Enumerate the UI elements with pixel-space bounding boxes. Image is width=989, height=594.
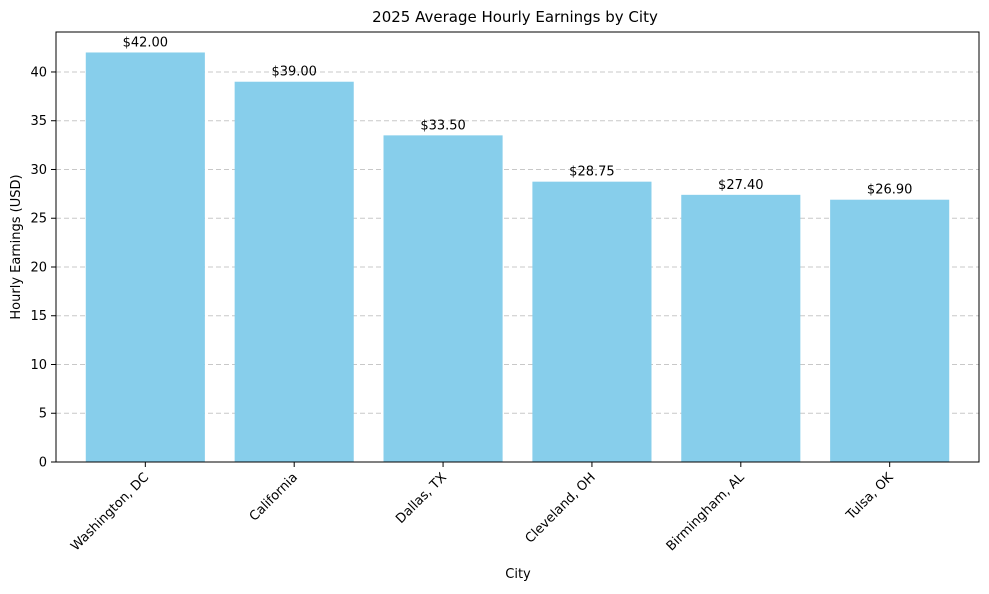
bar-value-label: $27.40	[718, 178, 764, 193]
axes	[55, 31, 980, 463]
y-axis-label: Hourly Earnings (USD)	[9, 174, 24, 319]
data-labels: $42.00 $39.00 $33.50 $28.75 $27.40 $26.90	[123, 35, 913, 197]
bar-value-label: $33.50	[420, 118, 466, 133]
bar	[681, 194, 801, 462]
y-tick-label: 20	[30, 260, 47, 275]
y-tick-label: 30	[30, 163, 47, 178]
y-tick-label: 40	[30, 65, 47, 80]
y-tick-label: 10	[30, 358, 47, 373]
x-tick-label: Dallas, TX	[393, 470, 450, 527]
chart-title: 2025 Average Hourly Earnings by City	[372, 8, 658, 26]
bar	[234, 81, 354, 462]
x-tick-label: Washington, DC	[68, 470, 152, 554]
bar-value-label: $39.00	[271, 65, 317, 80]
y-tick-label: 25	[30, 212, 47, 227]
bar	[383, 135, 503, 462]
x-tick-label: Tulsa, OK	[843, 470, 897, 524]
bars	[85, 52, 950, 462]
y-tick-label: 0	[39, 456, 47, 471]
bar-value-label: $42.00	[123, 35, 169, 50]
grid-lines	[56, 71, 979, 463]
y-tick-label: 15	[30, 309, 47, 324]
x-axis-ticks: Washington, DC California Dallas, TX Clevel…	[68, 462, 897, 554]
y-tick-label: 35	[30, 114, 47, 129]
y-tick-label: 5	[39, 407, 47, 422]
y-axis-ticks: 0 5 10 15 20 25 30 35 40	[30, 65, 56, 471]
plot-frame	[55, 31, 980, 463]
x-tick-label: California	[247, 470, 301, 524]
bar	[532, 181, 652, 462]
bar	[830, 199, 950, 462]
bar-value-label: $28.75	[569, 165, 615, 180]
x-tick-label: Birmingham, AL	[664, 470, 748, 554]
x-axis-label: City	[505, 567, 531, 582]
bar-value-label: $26.90	[867, 183, 913, 198]
x-tick-label: Cleveland, OH	[523, 470, 599, 546]
bar	[85, 52, 205, 462]
